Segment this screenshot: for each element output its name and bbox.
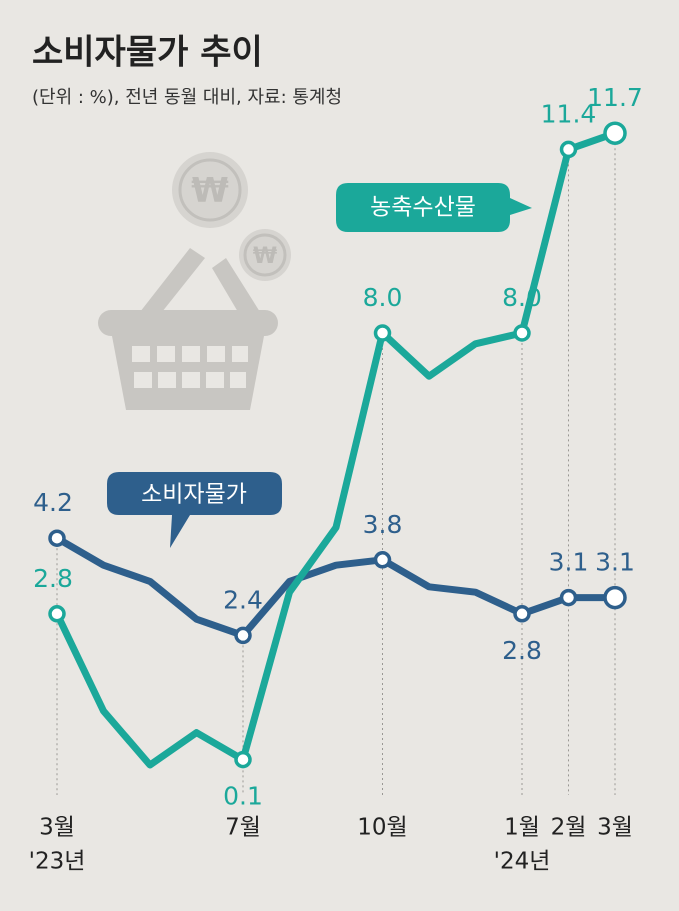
chart-title: 소비자물가 추이 <box>32 33 263 73</box>
point-marker <box>513 605 531 623</box>
svg-text:₩: ₩ <box>253 244 277 269</box>
point-marker <box>48 529 66 547</box>
point-marker <box>48 605 66 623</box>
value-label: 8.0 <box>502 283 542 312</box>
point-marker <box>373 551 392 569</box>
value-label: 2.8 <box>502 636 542 665</box>
value-label: 4.2 <box>33 488 73 517</box>
value-label: 3.1 <box>549 548 589 577</box>
point-marker <box>513 324 531 342</box>
x-tick-label: 2월 <box>551 815 587 841</box>
legend-label: 소비자물가 <box>141 482 247 508</box>
x-tick-label: 10월 <box>357 815 407 841</box>
point-marker <box>234 626 252 645</box>
point-marker <box>603 585 627 610</box>
point-marker <box>373 324 392 342</box>
value-label: 2.8 <box>33 564 73 593</box>
point-marker <box>559 588 578 607</box>
legend-cpi: 소비자물가 <box>107 472 282 548</box>
svg-text:₩: ₩ <box>191 171 229 211</box>
value-label: 0.1 <box>223 782 263 811</box>
legend-label: 농축수산물 <box>370 195 476 221</box>
value-label: 8.0 <box>363 283 403 312</box>
x-tick-label: 3월 <box>597 815 633 841</box>
point-marker <box>234 750 252 769</box>
x-year-label: '23년 <box>29 849 86 875</box>
x-tick-label: 3월 <box>39 815 75 841</box>
x-tick-label: 7월 <box>225 815 261 841</box>
x-tick-label: 1월 <box>504 815 540 841</box>
value-label: 11.7 <box>587 83 643 112</box>
x-year-label: '24년 <box>494 849 551 875</box>
chart-subtitle: (단위 : %), 전년 동월 대비, 자료: 통계청 <box>32 87 342 108</box>
value-label: 3.1 <box>595 548 635 577</box>
point-marker <box>559 140 578 159</box>
point-marker <box>603 121 627 145</box>
value-label: 11.4 <box>541 99 597 128</box>
legend-agri: 농축수산물 <box>336 183 532 232</box>
value-label: 3.8 <box>363 510 403 539</box>
basket-icon: ₩ ₩ <box>98 152 291 410</box>
value-label: 2.4 <box>223 585 263 614</box>
